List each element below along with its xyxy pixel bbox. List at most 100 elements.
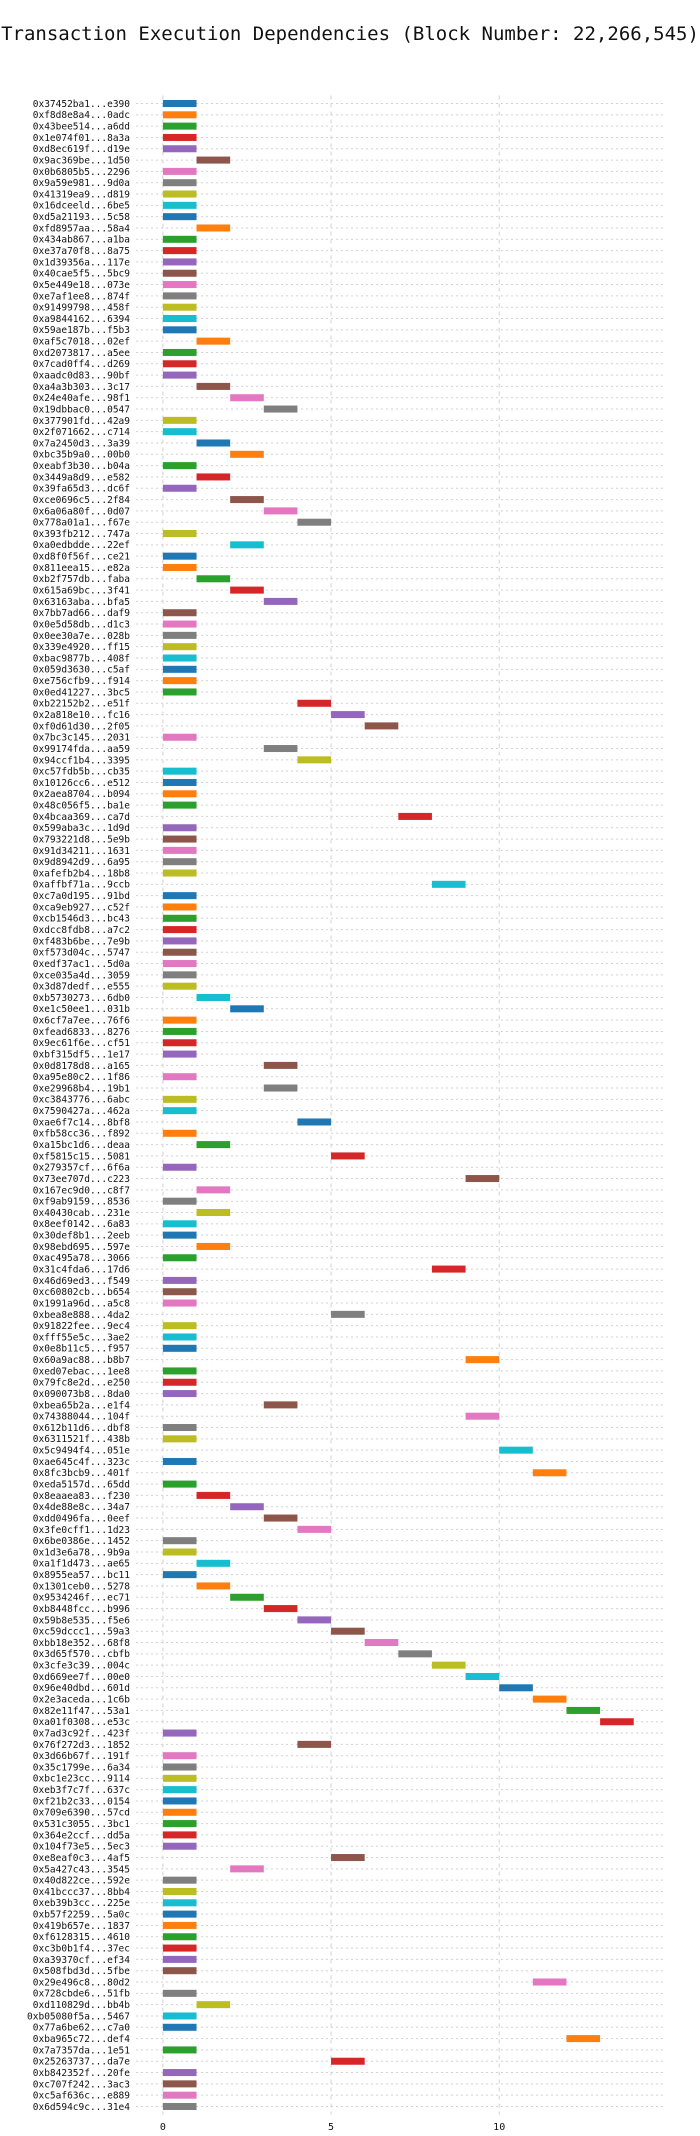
tx-bar [162, 1548, 197, 1556]
tx-label: 0x059d3630...c5af [33, 665, 130, 676]
tx-label: 0xeb39b3cc...225e [33, 1898, 131, 1909]
tx-bar [162, 1537, 197, 1545]
tx-bar [162, 1367, 197, 1375]
tx-bar [465, 1672, 500, 1680]
chart-title: Transaction Execution Dependencies (Bloc… [1, 23, 699, 45]
tx-bar [162, 111, 197, 119]
tx-label: 0x41319ea9...d819 [33, 189, 131, 200]
tx-label: 0x19dbbac0...0547 [33, 404, 130, 415]
tx-label: 0x40430cab...231e [33, 1208, 131, 1219]
tx-label: 0xca9eb927...c52f [33, 902, 130, 913]
tx-bar [162, 462, 197, 470]
tx-bar [162, 1095, 197, 1103]
tx-label: 0xa15bc1d6...deaa [33, 1140, 130, 1151]
tx-bar [162, 303, 197, 311]
tx-bar [162, 1107, 197, 1115]
tx-label: 0xbea65b2a...e1f4 [33, 1400, 131, 1411]
tx-bar [162, 631, 197, 639]
tx-label: 0x1d39356a...117e [33, 257, 131, 268]
tx-bar [162, 914, 197, 922]
tx-bar [162, 926, 197, 934]
tx-label: 0x0e5d58db...d1c3 [33, 619, 130, 630]
tx-bar [162, 1197, 197, 1205]
tx-bar [162, 2012, 197, 2020]
tx-label: 0x6a06a80f...0d07 [33, 506, 130, 517]
tx-label: 0x37452ba1...e390 [33, 99, 131, 110]
tx-label: 0x76f272d3...1852 [33, 1740, 130, 1751]
tx-label: 0xc7a0d195...91bd [33, 891, 130, 902]
tx-label: 0x3fe0cff1...1d23 [33, 1525, 130, 1536]
tx-bar [297, 518, 332, 526]
tx-label: 0xd669ee7f...00e0 [33, 1672, 131, 1683]
tx-bar [297, 1740, 332, 1748]
tx-label: 0xce035a4d...3059 [33, 970, 131, 981]
tx-label: 0x6d594c9c...31e4 [33, 2102, 131, 2113]
tx-label: 0xc57fdb5b...cb35 [33, 767, 130, 778]
tx-label: 0xfd8957aa...58a4 [33, 223, 131, 234]
tx-bar [162, 145, 197, 153]
tx-label: 0xf6128315...4610 [33, 1932, 131, 1943]
tx-label: 0x7bb7ad66...daf9 [33, 608, 131, 619]
tx-bar [162, 133, 197, 141]
tx-bar [331, 1627, 365, 1635]
tx-bar [162, 948, 197, 956]
tx-label: 0xa9844162...6394 [33, 314, 131, 325]
tx-label: 0x811eea15...e82a [33, 563, 130, 574]
tx-bar [196, 1186, 231, 1194]
tx-label: 0xd5a21193...5c58 [33, 212, 131, 223]
tx-bar [196, 1582, 231, 1590]
tx-label: 0x5a427c43...3545 [33, 1864, 130, 1875]
tx-bar [162, 733, 197, 741]
tx-bar [162, 1842, 197, 1850]
tx-label: 0xc5af636c...e889 [33, 2091, 131, 2102]
tx-bar [162, 643, 197, 651]
tx-bar [162, 665, 197, 673]
tx-label: 0xe1c50ee1...031b [33, 1004, 131, 1015]
tx-bar [196, 382, 231, 390]
tx-bar [196, 1208, 231, 1217]
tx-bar [263, 1401, 298, 1409]
tx-label: 0xd2073817...a5ee [33, 348, 131, 359]
tx-label: 0x6cf7a7ee...76f6 [33, 1016, 131, 1027]
tx-label: 0xf483b6be...7e9b [33, 936, 131, 947]
tx-bar [162, 903, 197, 911]
tx-label: 0xd8ec619f...d19e [33, 144, 131, 155]
tx-label: 0x434ab867...a1ba [33, 235, 130, 246]
bars-group [162, 99, 634, 2111]
tx-bar [162, 1378, 197, 1386]
tx-bar [162, 620, 197, 628]
tx-label: 0x531c3055...3bc1 [33, 1819, 131, 1830]
tx-label: 0x3d87dedf...e555 [33, 982, 130, 993]
tx-label: 0x167ec9d0...c8f7 [33, 1185, 130, 1196]
tx-bar [162, 1457, 197, 1465]
tx-bar [162, 247, 197, 255]
tx-label: 0x99174fda...aa59 [33, 744, 131, 755]
tx-bar [431, 1265, 466, 1273]
tx-bar [297, 1525, 332, 1533]
tx-bar [162, 1390, 197, 1398]
tx-label: 0x98ebd695...597e [33, 1242, 131, 1253]
tx-bar [162, 971, 197, 979]
tx-bar [263, 1605, 298, 1613]
tx-label: 0xb2f757db...faba [33, 574, 130, 585]
tx-label: 0x2a818e10...fc16 [33, 710, 131, 721]
tx-bar [230, 586, 264, 594]
tx-bar [331, 1310, 365, 1318]
tx-bar [162, 326, 197, 334]
tx-bar [162, 982, 197, 990]
tx-label: 0xe756cfb9...f914 [33, 676, 131, 687]
tx-label: 0x6311521f...438b [33, 1434, 131, 1445]
tx-bar [263, 745, 298, 753]
tx-label: 0x377901fd...42a9 [33, 416, 131, 427]
tx-label: 0x709e6390...57cd [33, 1808, 130, 1819]
tx-label: 0xbc35b9a0...00b0 [33, 450, 131, 461]
tx-label: 0x59ae187b...f5b3 [33, 325, 130, 336]
tx-bar [162, 1254, 197, 1262]
tx-label: 0x7590427a...462a [33, 1106, 130, 1117]
tx-bar [162, 258, 197, 266]
tx-label: 0xfead6833...8276 [33, 1027, 131, 1038]
tx-bar [431, 1661, 466, 1669]
tx-label: 0x1301ceb0...5278 [33, 1581, 131, 1592]
tx-label: 0x96e40dbd...601d [33, 1683, 130, 1694]
